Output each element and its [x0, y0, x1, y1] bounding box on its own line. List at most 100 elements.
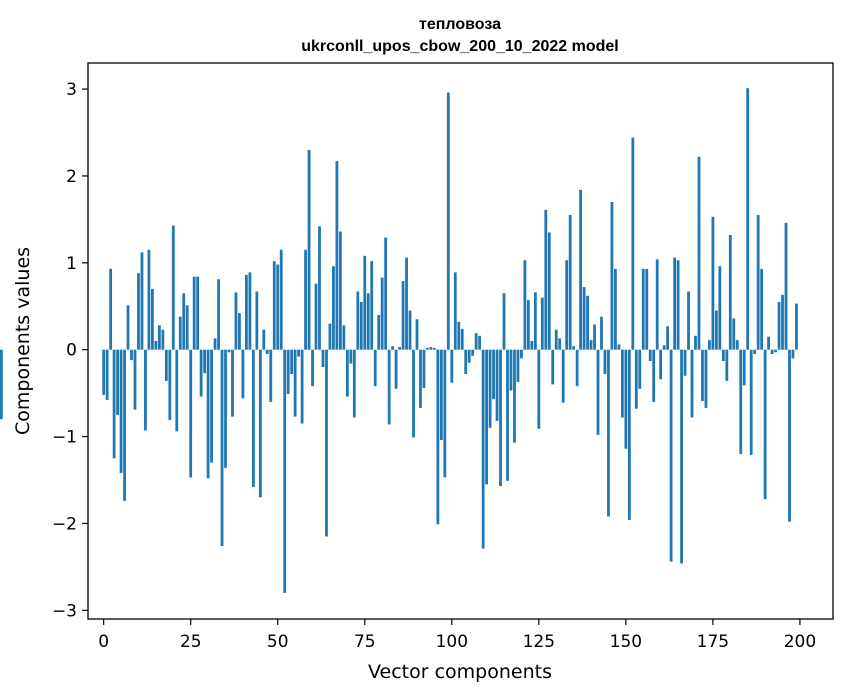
bar-106: [471, 349, 475, 356]
bar-193: [774, 349, 777, 353]
bar-62: [318, 226, 321, 350]
bar-12: [144, 349, 147, 431]
bar-109: [481, 349, 485, 549]
bar-101: [453, 272, 457, 350]
bar-110: [485, 349, 489, 485]
bar-45: [258, 349, 262, 498]
bar-74: [359, 301, 363, 350]
bar-140: [589, 340, 593, 350]
bar-154: [638, 349, 642, 389]
bar-85: [398, 347, 401, 350]
bar-108: [478, 335, 482, 350]
y-tick-label-3: 3: [66, 80, 77, 100]
bar-111: [488, 349, 492, 428]
bar-69: [342, 325, 346, 350]
bar-83: [391, 346, 395, 350]
bar-126: [540, 297, 544, 350]
bars-group: [0, 88, 798, 593]
bar-41: [245, 274, 248, 350]
bar-138: [582, 287, 586, 350]
bar-21: [175, 349, 179, 432]
bar-30: [206, 349, 210, 479]
bar-148: [617, 344, 621, 350]
bar-67: [335, 161, 339, 350]
bar-64: [325, 349, 328, 537]
bar-79: [377, 314, 381, 350]
bar-171: [697, 156, 701, 350]
bar-152: [631, 137, 635, 350]
bar-100: [450, 349, 454, 383]
bar-153: [634, 349, 638, 409]
bar-142: [596, 349, 600, 435]
bar-54: [290, 349, 294, 375]
bar-14: [151, 288, 154, 350]
bar-181: [732, 318, 736, 350]
bar-60: [311, 349, 314, 387]
y-tick-label-2: 2: [66, 167, 77, 187]
bar-71: [349, 349, 353, 364]
bar-160: [659, 349, 663, 380]
x-tick-label-150: 150: [610, 632, 642, 652]
bar-76: [366, 293, 370, 350]
bar-17: [161, 329, 165, 350]
bar-16: [157, 325, 161, 350]
bar-65: [328, 323, 332, 350]
bar-56: [297, 349, 301, 357]
bar-173: [704, 349, 708, 408]
bar-104: [464, 349, 468, 375]
bar-178: [721, 349, 725, 361]
plot-frame: [87, 62, 834, 620]
bar-47: [265, 349, 269, 355]
bar-188: [756, 215, 760, 350]
bar-194: [777, 301, 781, 350]
x-axis-ticks: 0 25 50 75 100 125 150 175 200: [98, 619, 816, 652]
bar-155: [641, 268, 645, 350]
bar-179: [725, 349, 729, 381]
bar-120: [520, 349, 523, 359]
bar-199: [795, 303, 798, 350]
bar-43: [251, 349, 255, 487]
bar-103: [460, 328, 464, 350]
bar-26: [192, 276, 196, 350]
x-tick-label-200: 200: [784, 632, 816, 652]
bar-127: [544, 209, 548, 350]
bar-163: [669, 349, 673, 562]
bar-70: [345, 349, 349, 397]
bar-122: [526, 300, 530, 350]
bar-80: [380, 277, 384, 350]
bar-190: [763, 349, 767, 500]
bar-176: [714, 310, 718, 350]
bar-130: [554, 329, 558, 350]
y-tick-label-0: 0: [66, 341, 77, 361]
x-tick-label-0: 0: [98, 632, 109, 652]
bar-97: [439, 349, 443, 441]
bar-198: [791, 349, 795, 359]
bar-117: [509, 349, 513, 391]
bar-8: [130, 349, 133, 361]
bar-133: [565, 260, 569, 350]
bar-23: [182, 293, 186, 350]
bar-114: [499, 349, 502, 487]
bar-68: [339, 231, 342, 350]
bar-3: [112, 349, 116, 459]
bar-87: [405, 257, 408, 350]
y-tick-label--1: −1: [52, 428, 77, 448]
y-tick-label-1: 1: [66, 254, 77, 274]
bar-144: [603, 349, 607, 375]
bar-139: [586, 295, 589, 350]
x-tick-label-25: 25: [180, 632, 202, 652]
x-tick-label-175: 175: [697, 632, 729, 652]
bar-66: [332, 266, 335, 350]
bar-157: [648, 349, 652, 361]
bar-58: [304, 249, 307, 350]
bar-38: [234, 292, 238, 350]
bar-91: [419, 349, 422, 408]
y-tick-label--3: −3: [52, 601, 77, 621]
bar-95: [433, 347, 436, 350]
bar-4: [116, 349, 119, 415]
bar-132: [561, 349, 565, 403]
bar-33: [217, 279, 220, 350]
bar-18: [164, 349, 168, 381]
bar-34: [220, 349, 224, 547]
bar-48: [269, 349, 273, 402]
